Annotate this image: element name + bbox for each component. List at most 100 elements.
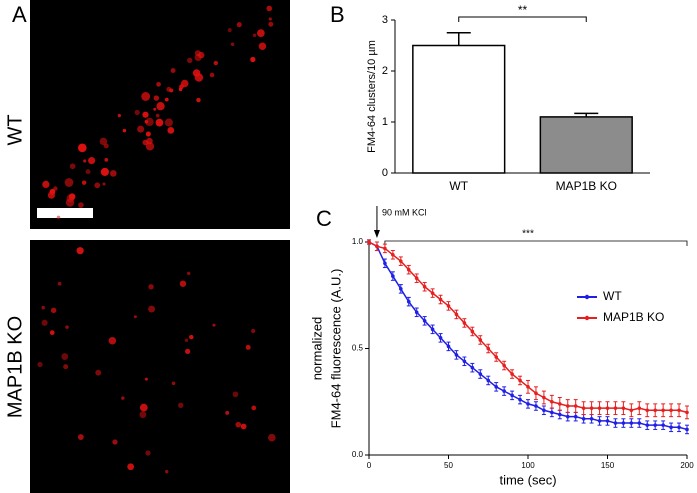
marker [454, 353, 459, 357]
marker [605, 406, 610, 410]
punctum [230, 42, 235, 46]
x-tick-label: 0 [367, 461, 372, 470]
marker [526, 385, 530, 389]
punctum [145, 131, 151, 137]
panel-label: A [12, 2, 27, 27]
punctum [88, 157, 96, 165]
micrograph [30, 240, 290, 493]
punctum [236, 22, 242, 28]
micrograph [30, 0, 290, 229]
punctum [133, 315, 137, 319]
punctum [189, 334, 194, 340]
punctum [250, 56, 256, 63]
punctum [63, 364, 69, 370]
marker [685, 427, 689, 432]
punctum [209, 72, 215, 78]
punctum [37, 361, 43, 368]
marker [653, 423, 657, 427]
punctum [268, 17, 272, 21]
punctum [148, 305, 156, 313]
punctum [256, 29, 265, 37]
marker [629, 421, 634, 425]
punctum [156, 81, 161, 87]
punctum [145, 117, 154, 127]
marker [558, 412, 562, 417]
punctum [78, 202, 84, 208]
punctum [76, 247, 84, 255]
marker [550, 410, 554, 415]
punctum [171, 381, 176, 386]
punctum [170, 68, 176, 74]
punctum [196, 97, 201, 103]
punctum [49, 330, 55, 336]
annotation: 90 mM KCl [382, 207, 427, 217]
punctum [141, 92, 151, 101]
punctum [99, 137, 108, 146]
punctum [78, 146, 83, 151]
punctum [232, 391, 239, 398]
marker [446, 304, 451, 308]
y-axis-label: FM4-64 clusters/10 µm [366, 40, 378, 153]
marker [462, 321, 467, 325]
punctum [166, 86, 172, 92]
punctum [245, 344, 251, 350]
punctum [95, 369, 102, 376]
punctum [104, 157, 109, 162]
punctum [69, 163, 76, 170]
marker [589, 406, 594, 410]
y-axis-label: normalized [309, 317, 324, 381]
marker [391, 274, 395, 278]
marker [518, 397, 522, 402]
punctum [180, 79, 189, 88]
punctum [268, 433, 276, 442]
marker [486, 346, 491, 351]
punctum [85, 169, 91, 175]
punctum [139, 403, 148, 412]
y-tick-label: 1.0 [352, 237, 364, 246]
marker [406, 299, 411, 304]
marker [502, 363, 506, 368]
marker [685, 410, 689, 415]
marker [502, 389, 506, 393]
marker [510, 393, 514, 398]
arrow-head [373, 230, 380, 238]
punctum [192, 69, 201, 77]
marker [526, 402, 530, 406]
punctum [268, 21, 274, 27]
bar [412, 44, 506, 174]
punctum [148, 284, 154, 290]
marker [558, 402, 562, 406]
marker [661, 408, 665, 413]
marker [645, 423, 650, 427]
punctum [41, 319, 48, 326]
punctum [145, 142, 155, 151]
punctum [145, 450, 151, 456]
marker [383, 261, 387, 266]
punctum [41, 305, 46, 310]
marker [438, 336, 443, 340]
marker [669, 408, 673, 413]
marker [399, 259, 403, 263]
marker [534, 391, 538, 396]
punctum [64, 178, 74, 187]
punctum [103, 143, 109, 149]
marker [446, 344, 451, 349]
punctum [56, 215, 61, 220]
marker [367, 240, 371, 244]
punctum [42, 180, 50, 189]
marker [597, 419, 602, 423]
marker [399, 287, 403, 291]
marker [478, 338, 483, 342]
marker [621, 421, 626, 425]
marker [470, 365, 475, 370]
scale-bar [37, 208, 93, 218]
punctum [164, 97, 169, 102]
marker [486, 378, 491, 383]
punctum [77, 434, 84, 440]
image-content [37, 5, 276, 474]
punctum [68, 193, 76, 200]
marker [613, 421, 618, 425]
marker [383, 246, 387, 251]
punctum [81, 180, 87, 185]
punctum [225, 410, 230, 415]
